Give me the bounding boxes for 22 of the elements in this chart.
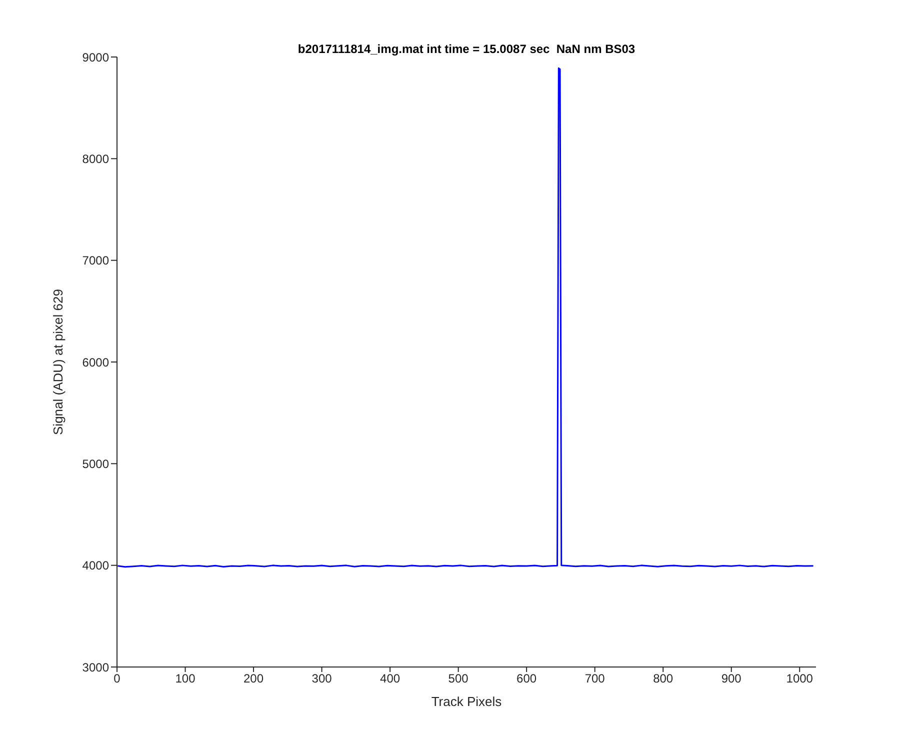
chart-title: b2017111814_img.mat int time = 15.0087 sec NaN nm BS03: [296, 42, 636, 56]
x-tick-label: 700: [584, 672, 606, 686]
x-tick-label: 900: [721, 672, 742, 686]
x-tick-label: 800: [653, 672, 674, 686]
x-tick-label: 500: [448, 672, 469, 686]
y-tick-label: 4000: [82, 558, 110, 573]
y-axis-title: Signal (ADU) at pixel 629: [50, 289, 66, 435]
x-tick-label: 300: [312, 672, 332, 686]
y-tick-label: 5000: [82, 456, 110, 471]
y-tick-label: 9000: [82, 50, 110, 64]
x-tick-label: 600: [516, 672, 537, 686]
x-axis-title: Track Pixels: [431, 694, 502, 710]
x-tick-label: 100: [175, 672, 196, 686]
line-series: [117, 67, 814, 568]
x-tick-label: 200: [244, 672, 264, 686]
x-tick-label: 0: [114, 672, 121, 686]
x-tick-label: 400: [380, 672, 400, 686]
y-tick-label: 7000: [82, 254, 110, 268]
y-tick-label: 8000: [82, 152, 110, 166]
y-tick-label: 3000: [82, 660, 110, 674]
y-tick-label: 6000: [82, 355, 110, 370]
x-tick-label: 1000: [786, 672, 814, 686]
